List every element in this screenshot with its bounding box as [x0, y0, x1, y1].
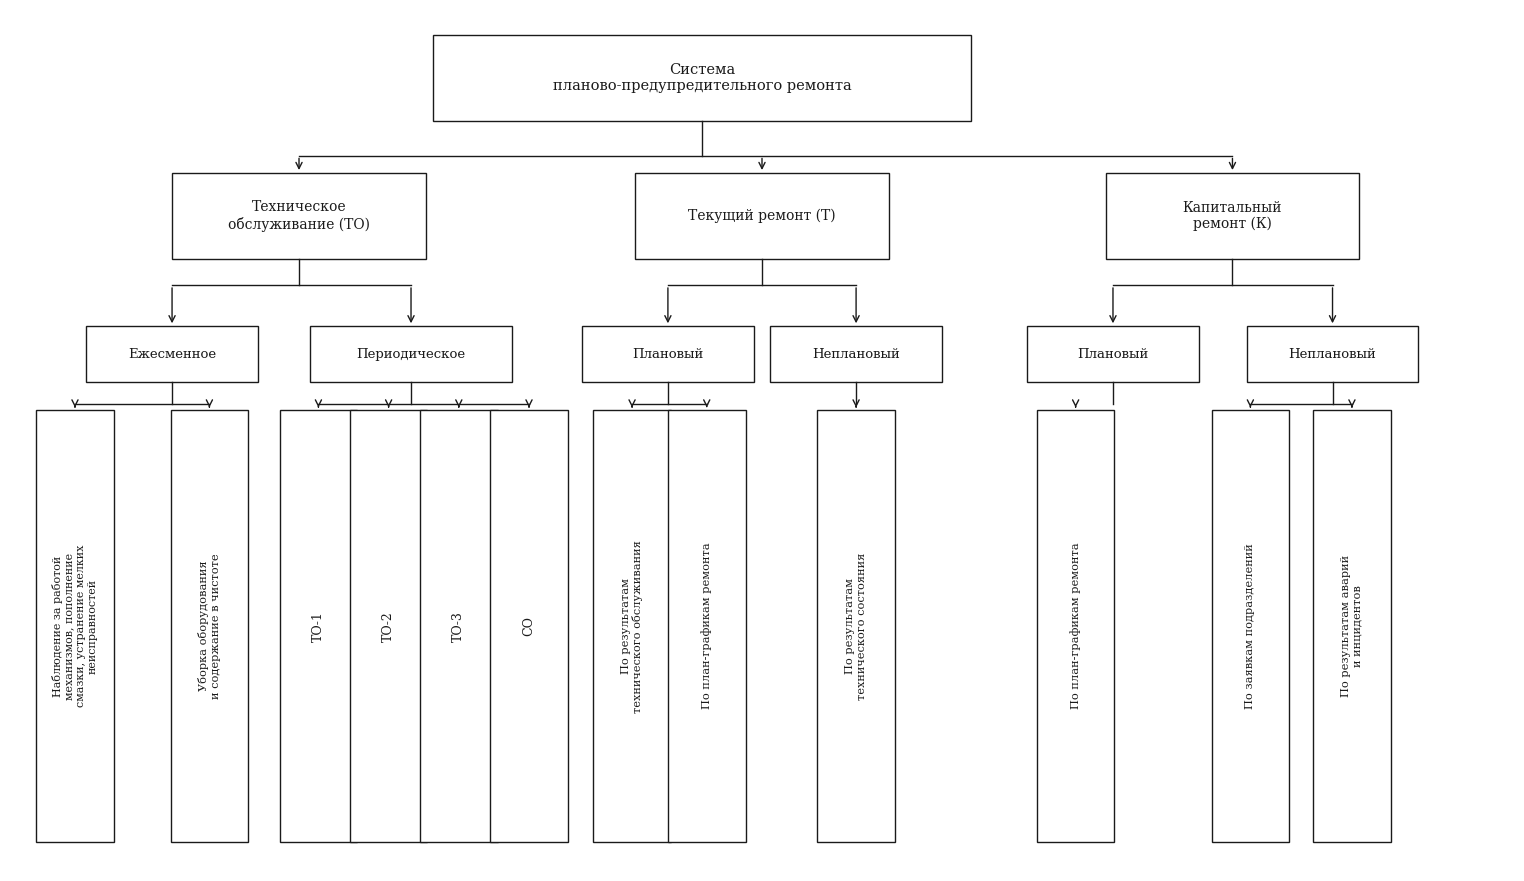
Text: ТО-1: ТО-1	[312, 611, 325, 641]
Text: Неплановый: Неплановый	[812, 348, 901, 360]
Bar	[351, 411, 427, 842]
Bar	[1105, 173, 1359, 259]
Text: По результатам аварий
и инцидентов: По результатам аварий и инцидентов	[1341, 555, 1362, 697]
Bar	[668, 411, 745, 842]
Text: По план-графикам ремонта: По план-графикам ремонта	[1070, 543, 1081, 709]
Text: Ежесменное: Ежесменное	[128, 348, 216, 360]
Text: По результатам
технического обслуживания: По результатам технического обслуживания	[620, 540, 643, 713]
Bar	[582, 326, 754, 382]
Text: СО: СО	[523, 616, 535, 636]
Text: Периодическое: Периодическое	[357, 348, 466, 360]
Bar	[817, 411, 895, 842]
Bar	[37, 411, 114, 842]
Text: ТО-3: ТО-3	[453, 611, 465, 641]
Bar	[1247, 326, 1419, 382]
Bar	[311, 326, 512, 382]
Text: По план-графикам ремонта: По план-графикам ремонта	[701, 543, 712, 709]
Bar	[279, 411, 357, 842]
Bar	[1036, 411, 1114, 842]
Bar	[1027, 326, 1199, 382]
Bar	[87, 326, 258, 382]
Bar	[421, 411, 498, 842]
Bar	[491, 411, 568, 842]
Text: Текущий ремонт (Т): Текущий ремонт (Т)	[689, 209, 835, 223]
Text: Неплановый: Неплановый	[1289, 348, 1376, 360]
Text: Плановый: Плановый	[1077, 348, 1149, 360]
Bar	[636, 173, 888, 259]
Text: Плановый: Плановый	[632, 348, 704, 360]
Text: По заявкам подразделений: По заявкам подразделений	[1245, 544, 1256, 709]
Bar	[1212, 411, 1289, 842]
Text: Наблюдение за работой
механизмов, пополнение
смазки, устранение мелких
неисправн: Наблюдение за работой механизмов, пополн…	[52, 545, 98, 707]
Bar	[433, 34, 971, 121]
Text: ТО-2: ТО-2	[383, 611, 395, 641]
Bar	[1314, 411, 1391, 842]
Text: Капитальный
ремонт (К): Капитальный ремонт (К)	[1183, 201, 1282, 232]
Text: По результатам
технического состояния: По результатам технического состояния	[846, 552, 867, 700]
Text: Техническое
обслуживание (ТО): Техническое обслуживание (ТО)	[229, 200, 370, 232]
Bar	[593, 411, 671, 842]
Bar	[770, 326, 942, 382]
Text: Уборка оборудования
и содержание в чистоте: Уборка оборудования и содержание в чисто…	[198, 553, 221, 699]
Bar	[171, 411, 248, 842]
Bar	[172, 173, 427, 259]
Text: Система
планово-предупредительного ремонта: Система планово-предупредительного ремон…	[553, 63, 852, 93]
